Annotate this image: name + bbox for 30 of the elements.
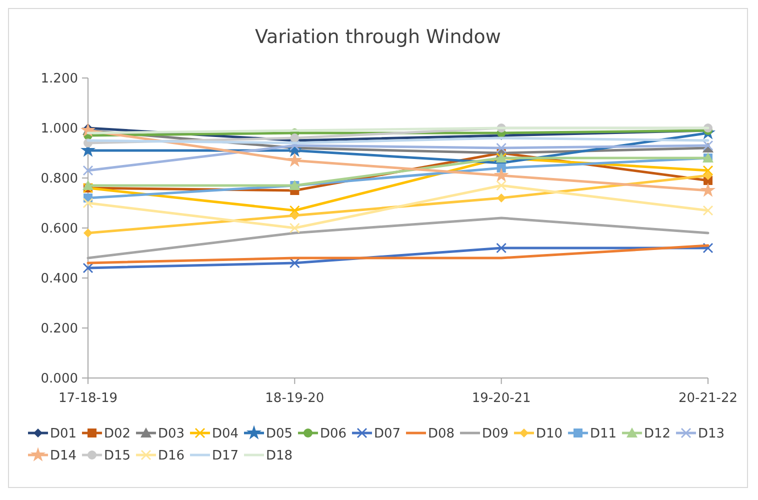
- legend-label: D17: [212, 448, 239, 464]
- legend-label: D13: [698, 426, 725, 442]
- chart-title: Variation through Window: [255, 26, 501, 48]
- y-tick-label: 0.800: [40, 172, 78, 187]
- legend-label: D14: [50, 448, 77, 464]
- y-tick-label: 0.000: [40, 372, 78, 387]
- legend-label: D06: [320, 426, 347, 442]
- legend-label: D16: [158, 448, 185, 464]
- y-tick-label: 0.400: [40, 272, 78, 287]
- x-tick-label: 20-21-22: [678, 391, 738, 406]
- x-tick-label: 18-19-20: [265, 391, 324, 406]
- legend-label: D09: [482, 426, 509, 442]
- legend-label: D18: [266, 448, 293, 464]
- y-tick-label: 0.600: [40, 222, 78, 237]
- legend-label: D01: [50, 426, 77, 442]
- legend-label: D04: [212, 426, 239, 442]
- legend-label: D08: [428, 426, 455, 442]
- x-tick-label: 17-18-19: [58, 391, 118, 406]
- legend-label: D10: [536, 426, 563, 442]
- y-tick-label: 1.200: [40, 72, 78, 87]
- x-tick-label: 19-20-21: [472, 391, 531, 406]
- legend-label: D15: [104, 448, 131, 464]
- legend-label: D05: [266, 426, 293, 442]
- legend-label: D11: [590, 426, 617, 442]
- legend-label: D03: [158, 426, 185, 442]
- legend-label: D07: [374, 426, 401, 442]
- legend-label: D12: [644, 426, 671, 442]
- y-tick-label: 0.200: [40, 322, 78, 337]
- legend-label: D02: [104, 426, 131, 442]
- y-tick-label: 1.000: [40, 122, 78, 137]
